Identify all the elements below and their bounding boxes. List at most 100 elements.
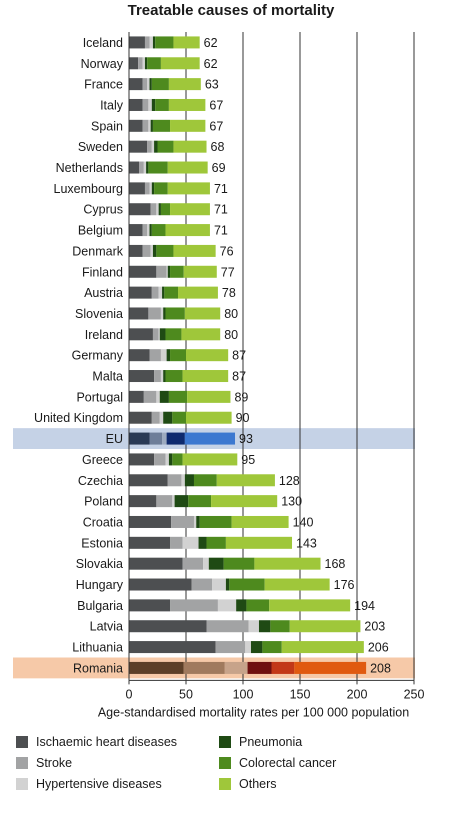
total-label-austria: 78	[222, 286, 236, 300]
total-label-eu: 93	[239, 432, 253, 446]
total-label-italy: 67	[209, 98, 223, 112]
bar-austria-colorectal-cancer	[164, 286, 179, 299]
bar-bulgaria-colorectal-cancer	[246, 599, 270, 612]
bar-spain-hypertensive-diseases	[148, 119, 151, 132]
bar-denmark-stroke	[142, 244, 151, 257]
category-label-luxembourg: Luxembourg	[54, 182, 124, 196]
category-label-romania: Romania	[73, 661, 123, 675]
bar-bulgaria-ischaemic-heart-diseases	[129, 599, 171, 612]
bar-eu-pneumonia	[166, 432, 185, 445]
bar-malta-hypertensive-diseases	[160, 370, 164, 383]
bar-united-kingdom-stroke	[151, 411, 160, 424]
total-label-belgium: 71	[214, 224, 228, 238]
bar-latvia-others	[289, 620, 361, 633]
bar-spain-stroke	[142, 119, 149, 132]
bar-lithuania-others	[281, 641, 364, 654]
bar-united-kingdom-hypertensive-diseases	[159, 411, 164, 424]
bar-france-stroke	[142, 78, 148, 91]
total-label-latvia: 203	[364, 620, 385, 634]
x-tick-label-250: 250	[404, 687, 425, 701]
bar-slovenia-ischaemic-heart-diseases	[129, 307, 149, 320]
bar-spain-colorectal-cancer	[152, 119, 171, 132]
bar-finland-hypertensive-diseases	[166, 265, 168, 278]
bar-poland-hypertensive-diseases	[172, 495, 175, 508]
bar-bulgaria-others	[269, 599, 351, 612]
bar-belgium-stroke	[142, 224, 148, 237]
total-label-france: 63	[205, 78, 219, 92]
total-label-bulgaria: 194	[354, 599, 375, 613]
legend-swatch	[219, 736, 231, 748]
bar-portugal-colorectal-cancer	[168, 390, 188, 403]
bar-hungary-hypertensive-diseases	[212, 578, 226, 591]
bar-ireland-ischaemic-heart-diseases	[129, 328, 153, 341]
bar-france-colorectal-cancer	[151, 78, 169, 91]
bar-italy-stroke	[142, 98, 149, 111]
bar-slovenia-colorectal-cancer	[165, 307, 185, 320]
bar-iceland-others	[173, 36, 200, 49]
total-label-finland: 77	[221, 265, 235, 279]
bar-denmark-ischaemic-heart-diseases	[129, 244, 143, 257]
bar-united-kingdom-ischaemic-heart-diseases	[129, 411, 152, 424]
bar-sweden-hypertensive-diseases	[151, 140, 155, 153]
total-label-lithuania: 206	[368, 641, 389, 655]
bar-romania-colorectal-cancer	[271, 661, 295, 674]
category-label-finland: Finland	[82, 265, 123, 279]
bar-slovenia-stroke	[148, 307, 161, 320]
category-label-ireland: Ireland	[85, 328, 123, 342]
chart-title: Treatable causes of mortality	[127, 2, 335, 19]
category-label-lithuania: Lithuania	[72, 641, 123, 655]
bar-greece-ischaemic-heart-diseases	[129, 453, 155, 466]
legend-label: Hypertensive diseases	[36, 777, 162, 791]
bar-belgium-colorectal-cancer	[151, 224, 166, 237]
bar-portugal-stroke	[143, 390, 157, 403]
stacked-bar-chart: Iceland 62 Norway 62 France 63 Italy 67 Spain 67 S…	[13, 32, 425, 719]
bar-romania-stroke	[183, 661, 225, 674]
bar-italy-pneumonia	[151, 98, 156, 111]
bar-cyprus-colorectal-cancer	[160, 203, 171, 216]
total-label-denmark: 76	[220, 244, 234, 258]
bar-norway-others	[160, 57, 200, 70]
legend-swatch	[16, 757, 28, 769]
category-label-slovakia: Slovakia	[76, 557, 123, 571]
bar-latvia-pneumonia	[258, 620, 271, 633]
bar-lithuania-pneumonia	[250, 641, 263, 654]
bar-belgium-ischaemic-heart-diseases	[129, 224, 143, 237]
bar-slovenia-pneumonia	[163, 307, 166, 320]
bar-netherlands-others	[167, 161, 208, 174]
total-label-croatia: 140	[293, 515, 314, 529]
bar-norway-hypertensive-diseases	[142, 57, 145, 70]
bar-hungary-ischaemic-heart-diseases	[129, 578, 192, 591]
legend-label: Stroke	[36, 756, 73, 770]
category-label-latvia: Latvia	[90, 620, 123, 634]
bar-germany-colorectal-cancer	[170, 349, 186, 362]
bar-cyprus-hypertensive-diseases	[156, 203, 159, 216]
bar-finland-ischaemic-heart-diseases	[129, 265, 157, 278]
bar-latvia-hypertensive-diseases	[248, 620, 259, 633]
bar-norway-colorectal-cancer	[147, 57, 161, 70]
bar-spain-pneumonia	[150, 119, 153, 132]
total-label-malta: 87	[232, 370, 246, 384]
bar-netherlands-pneumonia	[146, 161, 149, 174]
bar-lithuania-stroke	[215, 641, 246, 654]
bar-greece-pneumonia	[168, 453, 173, 466]
bar-united-kingdom-colorectal-cancer	[172, 411, 186, 424]
bar-eu-ischaemic-heart-diseases	[129, 432, 150, 445]
bar-sweden-ischaemic-heart-diseases	[129, 140, 148, 153]
bar-ireland-others	[181, 328, 221, 341]
bar-slovakia-stroke	[182, 557, 204, 570]
category-label-sweden: Sweden	[78, 140, 123, 154]
bar-ireland-pneumonia	[159, 328, 166, 341]
bar-cyprus-ischaemic-heart-diseases	[129, 203, 151, 216]
bar-luxembourg-others	[167, 182, 210, 195]
bar-netherlands-hypertensive-diseases	[143, 161, 147, 174]
bar-poland-others	[211, 495, 278, 508]
bar-greece-stroke	[154, 453, 166, 466]
bar-hungary-others	[264, 578, 330, 591]
bar-belgium-pneumonia	[149, 224, 152, 237]
bar-ireland-stroke	[152, 328, 159, 341]
bar-hungary-pneumonia	[225, 578, 230, 591]
bar-croatia-colorectal-cancer	[199, 515, 232, 528]
bar-slovakia-ischaemic-heart-diseases	[129, 557, 183, 570]
bar-austria-others	[178, 286, 218, 299]
bar-slovenia-others	[184, 307, 221, 320]
